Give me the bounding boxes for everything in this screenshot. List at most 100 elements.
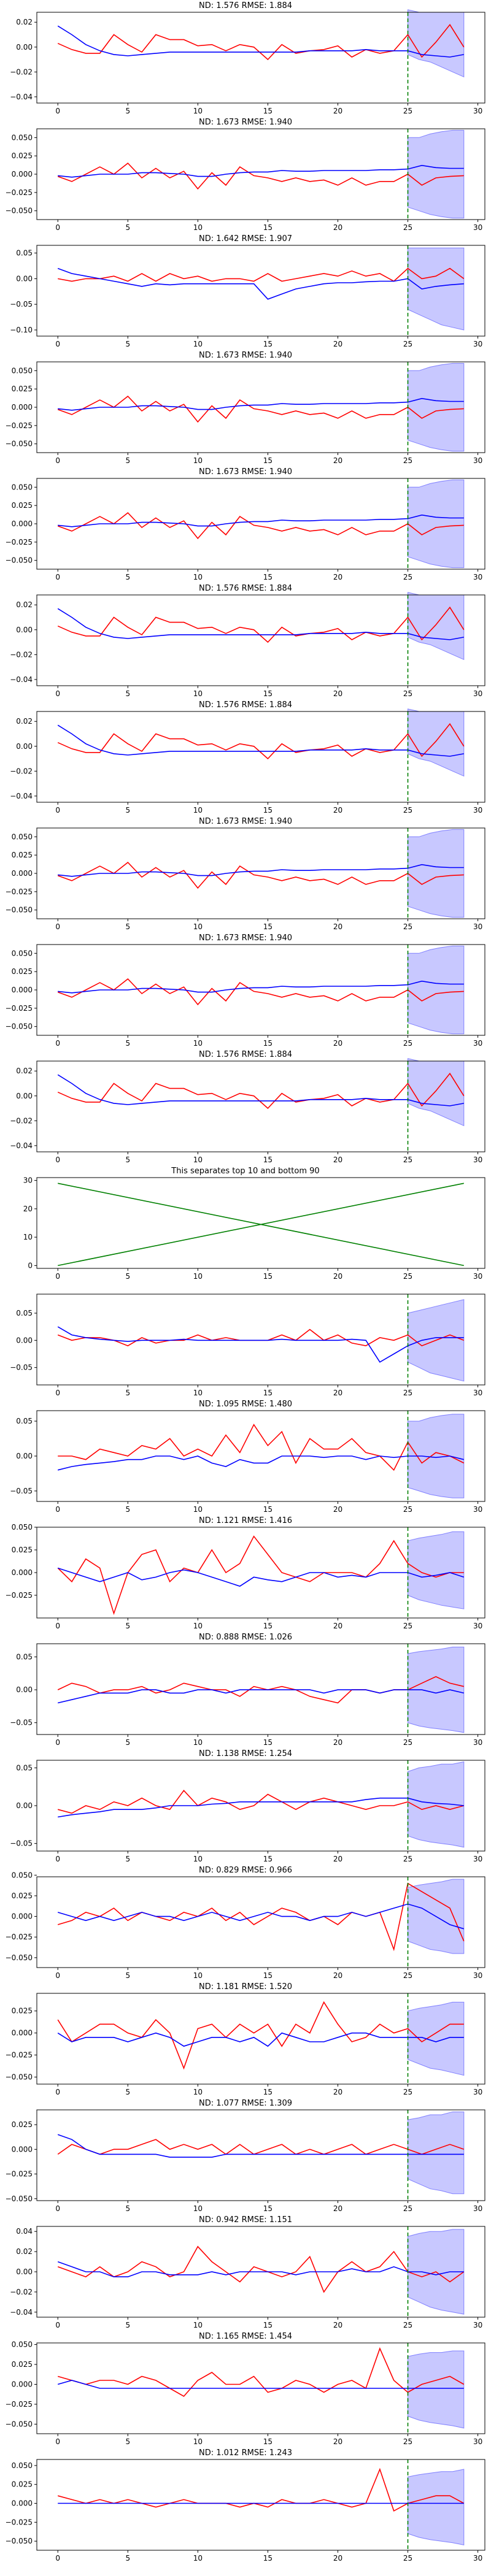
chart-panel: ND: 1.576 RMSE: 1.884 0.02 0.00 −0.02 −0.04 0… — [0, 1049, 491, 1165]
confidence-band — [408, 708, 465, 777]
x-tick-label: 5 — [125, 2554, 130, 2563]
chart-svg: 0.050 0.025 0.000 −0.025 −0.050 0 5 10 15 20 25 30 — [6, 128, 485, 232]
y-tick-label: 0.02 — [16, 600, 33, 609]
x-tick-label: 15 — [263, 1971, 273, 1980]
x-tick-label: 25 — [403, 1622, 412, 1630]
y-tick-label: −0.025 — [6, 1004, 33, 1013]
x-tick-label: 30 — [473, 2437, 482, 2446]
x-tick-label: 5 — [125, 806, 130, 815]
chart-panel: ND: 0.942 RMSE: 1.151 0.04 0.02 0.00 −0.02 −0… — [0, 2214, 491, 2331]
x-tick-label: 10 — [193, 922, 203, 931]
x-tick-label: 0 — [55, 1971, 60, 1980]
confidence-band — [408, 129, 465, 219]
chart-panel: ND: 1.121 RMSE: 1.416 0.050 0.025 0.000 −0.0… — [0, 1515, 491, 1631]
x-tick-label: 5 — [125, 1622, 130, 1630]
y-tick-label: 0.000 — [12, 519, 33, 528]
y-tick-label: −0.04 — [10, 2308, 33, 2317]
x-tick-label: 15 — [263, 1156, 273, 1164]
x-tick-label: 0 — [55, 2204, 60, 2213]
series-line — [57, 2001, 464, 2070]
series-line — [58, 1424, 465, 1471]
x-tick-label: 30 — [473, 1039, 482, 1048]
x-tick-label: 20 — [333, 573, 342, 581]
x-tick-label: 10 — [193, 2204, 203, 2213]
y-tick-label: −0.050 — [6, 906, 33, 914]
chart-svg: 0.05 0.00 −0.05 −0.10 0 5 10 15 20 25 30 — [10, 245, 485, 348]
chart-title: ND: 0.942 RMSE: 1.151 — [198, 2215, 293, 2225]
chart-title: ND: 1.012 RMSE: 1.243 — [198, 2448, 293, 2458]
y-tick-label: 0.025 — [12, 385, 33, 393]
x-tick-label: 10 — [193, 1505, 203, 1514]
axes-frame — [36, 12, 485, 104]
series-line — [58, 514, 464, 527]
chart-svg: 0.02 0.00 −0.02 −0.04 0 5 10 15 20 25 30 — [10, 1058, 485, 1164]
series-line — [58, 980, 464, 994]
series-line — [57, 25, 464, 58]
chart-svg: 0.04 0.02 0.00 −0.02 −0.04 0 5 10 15 20 25 30 — [10, 2226, 485, 2329]
x-tick-label: 30 — [473, 2204, 482, 2213]
y-tick-label: 0.00 — [16, 274, 33, 283]
x-tick-label: 15 — [263, 573, 273, 581]
chart-title: ND: 1.673 RMSE: 1.940 — [198, 467, 293, 477]
confidence-band — [408, 2350, 465, 2429]
x-tick-label: 0 — [55, 2321, 60, 2329]
confidence-band — [408, 247, 465, 331]
x-tick-label: 25 — [403, 1505, 412, 1514]
y-tick-label: 0.00 — [16, 1336, 33, 1344]
x-tick-label: 30 — [473, 456, 482, 465]
y-tick-label: 0.00 — [16, 2267, 33, 2276]
series-line — [57, 1328, 465, 1347]
chart-panel: ND: 1.012 RMSE: 1.243 0.050 0.025 0.000 −0.0… — [0, 2447, 491, 2564]
chart-panel: ND: 1.673 RMSE: 1.940 0.050 0.025 0.000 −0.0… — [0, 117, 491, 233]
x-tick-label: 10 — [193, 107, 203, 115]
x-tick-label: 25 — [403, 340, 412, 348]
x-tick-label: 10 — [193, 2088, 203, 2096]
x-tick-label: 20 — [333, 806, 342, 815]
series-line — [58, 164, 464, 178]
x-tick-label: 15 — [263, 2088, 273, 2096]
x-tick-label: 20 — [333, 340, 342, 348]
chart-title: ND: 1.576 RMSE: 1.884 — [198, 1050, 293, 1059]
confidence-band — [408, 2111, 465, 2195]
x-tick-label: 15 — [263, 456, 273, 465]
y-tick-label: 0.02 — [16, 1067, 33, 1075]
chart-svg: 0.02 0.00 −0.02 −0.04 0 5 10 15 20 25 30 — [10, 9, 485, 115]
x-tick-label: 15 — [263, 1272, 273, 1281]
y-tick-label: 0 — [28, 1261, 33, 1270]
x-tick-label: 15 — [263, 1855, 273, 1863]
series-line — [57, 267, 464, 300]
x-tick-label: 5 — [125, 922, 130, 931]
x-tick-label: 10 — [193, 806, 203, 815]
y-tick-label: 0.05 — [16, 1763, 33, 1772]
y-tick-label: −0.025 — [6, 188, 33, 197]
x-tick-label: 30 — [473, 922, 482, 931]
chart-title: ND: 1.576 RMSE: 1.884 — [198, 700, 293, 710]
x-tick-label: 20 — [333, 922, 342, 931]
x-tick-label: 5 — [125, 1389, 130, 1397]
x-tick-label: 25 — [403, 456, 412, 465]
y-tick-label: 0.050 — [12, 1871, 33, 1879]
y-tick-label: −0.050 — [6, 556, 33, 565]
y-tick-label: 0.02 — [16, 717, 33, 726]
x-tick-label: 25 — [403, 223, 412, 232]
y-tick-label: 0.050 — [12, 2340, 33, 2349]
y-tick-label: −0.050 — [6, 2195, 33, 2203]
x-tick-label: 5 — [125, 1971, 130, 1980]
x-tick-label: 30 — [473, 1156, 482, 1164]
series-line — [57, 724, 464, 757]
y-tick-label: −0.050 — [6, 2073, 33, 2082]
x-tick-label: 15 — [263, 1738, 273, 1747]
y-tick-label: −0.025 — [6, 1933, 33, 1941]
x-tick-label: 25 — [403, 1855, 412, 1863]
confidence-band — [408, 1646, 465, 1733]
x-tick-label: 15 — [263, 806, 273, 815]
y-tick-label: 0.000 — [12, 170, 33, 178]
x-tick-label: 15 — [263, 2437, 273, 2446]
x-tick-label: 10 — [193, 1156, 203, 1164]
chart-svg: 0.050 0.025 0.000 −0.025 −0.050 0 5 10 15 20 25 30 — [6, 1871, 485, 1980]
confidence-band — [408, 1058, 465, 1127]
chart-svg: 0.02 0.00 −0.02 −0.04 0 5 10 15 20 25 30 — [10, 592, 485, 698]
y-tick-label: −0.050 — [6, 2420, 33, 2428]
x-tick-label: 20 — [333, 2204, 342, 2213]
x-tick-label: 20 — [333, 2554, 342, 2563]
